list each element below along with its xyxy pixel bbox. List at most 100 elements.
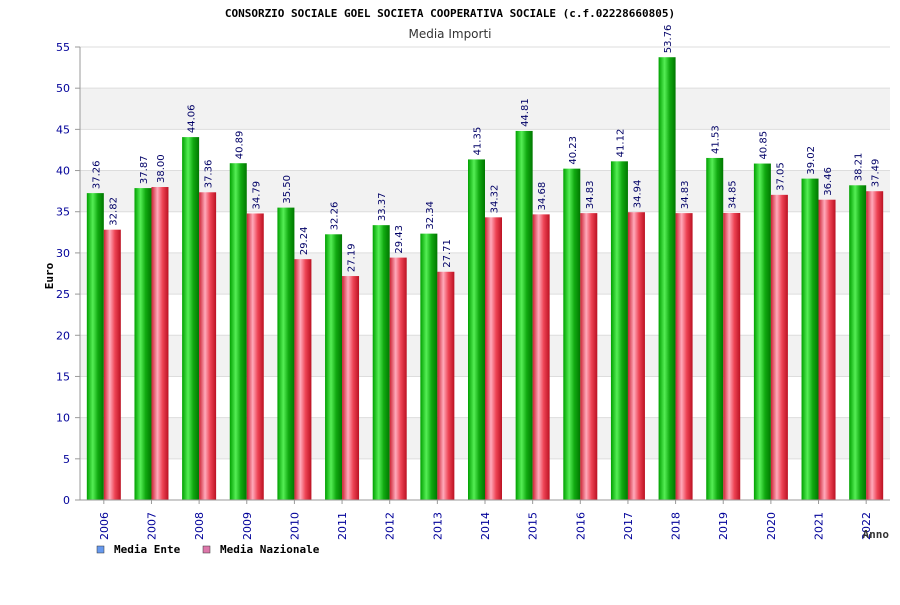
bar-ente	[372, 225, 390, 501]
bar-nazionale	[580, 213, 598, 501]
x-tick-label: 2006	[98, 512, 111, 540]
value-label: 29.43	[394, 225, 405, 254]
value-label: 32.82	[108, 197, 119, 226]
value-label: 35.50	[282, 175, 293, 204]
value-label: 36.46	[823, 167, 834, 196]
value-label: 34.32	[490, 185, 501, 214]
x-tick-label: 2021	[813, 512, 826, 540]
value-label: 27.71	[442, 239, 453, 268]
x-tick-label: 2020	[765, 512, 778, 540]
bar-nazionale	[723, 212, 741, 501]
value-label: 40.23	[568, 136, 579, 165]
bar-ente	[325, 234, 343, 500]
x-tick-label: 2009	[241, 512, 254, 540]
value-label: 34.83	[585, 180, 596, 209]
bar-ente	[277, 207, 295, 501]
bar-nazionale	[151, 187, 169, 500]
value-label: 34.83	[680, 180, 691, 209]
bar-nazionale	[818, 199, 836, 500]
x-axis-label: Anno	[863, 528, 890, 541]
chart-title: CONSORZIO SOCIALE GOEL SOCIETA COOPERATI…	[225, 7, 675, 20]
bar-ente	[515, 130, 533, 501]
bar-nazionale	[770, 194, 788, 501]
legend: Media Ente Media Nazionale	[96, 543, 320, 556]
value-label: 29.24	[299, 227, 310, 256]
y-axis-ticks: 0 5 10 15 20 25 30 35 40 45 50 55	[56, 41, 80, 507]
x-tick-label: 2015	[527, 512, 540, 540]
value-label: 34.79	[251, 181, 262, 210]
value-label: 38.21	[854, 153, 865, 182]
legend-swatch-ente	[96, 545, 105, 554]
bar-ente	[610, 161, 628, 500]
y-tick-label: 15	[56, 370, 70, 383]
bar-nazionale	[675, 213, 693, 501]
bar-nazionale	[246, 213, 264, 500]
value-label: 41.35	[473, 127, 484, 156]
value-label: 34.94	[632, 180, 643, 209]
x-axis-ticks: 2006 2007 2008 2009 2010 2011 2012 2013 2014 2015…	[98, 500, 873, 540]
value-label: 32.34	[425, 201, 436, 230]
bar-nazionale	[389, 257, 407, 500]
bar-nazionale	[103, 229, 121, 500]
bar-ente	[134, 188, 152, 500]
value-label: 40.85	[758, 131, 769, 160]
bar-nazionale	[485, 217, 502, 500]
x-tick-label: 2012	[384, 512, 397, 540]
x-tick-label: 2017	[622, 512, 635, 540]
y-tick-label: 20	[56, 329, 70, 342]
value-label: 44.06	[187, 104, 198, 133]
value-label: 41.53	[711, 125, 722, 154]
bar-ente	[86, 193, 104, 500]
y-tick-label: 5	[63, 453, 70, 466]
value-labels: 37.26 32.82 37.87 38.00 44.06 37.36 40.89 34.79…	[91, 25, 881, 272]
bar-nazionale	[866, 191, 884, 500]
x-tick-label: 2019	[717, 512, 730, 540]
y-tick-label: 25	[56, 288, 70, 301]
y-tick-label: 35	[56, 206, 70, 219]
y-tick-label: 55	[56, 41, 70, 54]
bar-ente	[182, 137, 200, 500]
bar-ente	[753, 163, 771, 500]
bar-ente	[229, 163, 247, 500]
y-tick-label: 10	[56, 412, 70, 425]
bar-nazionale	[437, 271, 455, 500]
bar-nazionale	[294, 259, 312, 500]
legend-label-ente: Media Ente	[114, 543, 181, 556]
y-axis-label: Euro	[43, 262, 56, 289]
value-label: 37.87	[139, 155, 150, 184]
value-label: 38.00	[156, 154, 167, 183]
x-tick-label: 2010	[288, 512, 301, 540]
bar-nazionale	[199, 192, 217, 500]
value-label: 34.85	[728, 180, 739, 209]
value-label: 37.05	[775, 162, 786, 191]
value-label: 37.49	[871, 159, 882, 188]
bar-ente	[563, 168, 581, 500]
x-tick-label: 2013	[431, 512, 444, 540]
legend-label-nazionale: Media Nazionale	[220, 543, 320, 556]
bar-ente	[801, 178, 819, 500]
chart-subtitle: Media Importi	[408, 27, 491, 41]
value-label: 44.81	[520, 98, 531, 127]
y-tick-label: 40	[56, 165, 70, 178]
x-tick-label: 2008	[193, 512, 206, 540]
value-label: 27.19	[347, 243, 358, 272]
y-tick-label: 0	[63, 494, 70, 507]
value-label: 53.76	[663, 25, 674, 54]
legend-swatch-nazionale	[202, 545, 211, 554]
value-label: 32.26	[330, 202, 341, 231]
value-label: 40.89	[234, 131, 245, 160]
y-tick-label: 45	[56, 123, 70, 136]
x-tick-label: 2016	[574, 512, 587, 540]
x-tick-label: 2018	[670, 512, 683, 540]
y-tick-label: 30	[56, 247, 70, 260]
x-tick-label: 2011	[336, 512, 349, 540]
value-label: 34.68	[537, 182, 548, 211]
value-label: 37.26	[91, 160, 102, 189]
x-tick-label: 2022	[860, 512, 873, 540]
value-label: 41.12	[615, 129, 626, 158]
x-tick-label: 2014	[479, 512, 492, 540]
bar-ente	[706, 157, 724, 500]
grid-band	[80, 88, 890, 130]
bar-ente	[468, 159, 485, 500]
